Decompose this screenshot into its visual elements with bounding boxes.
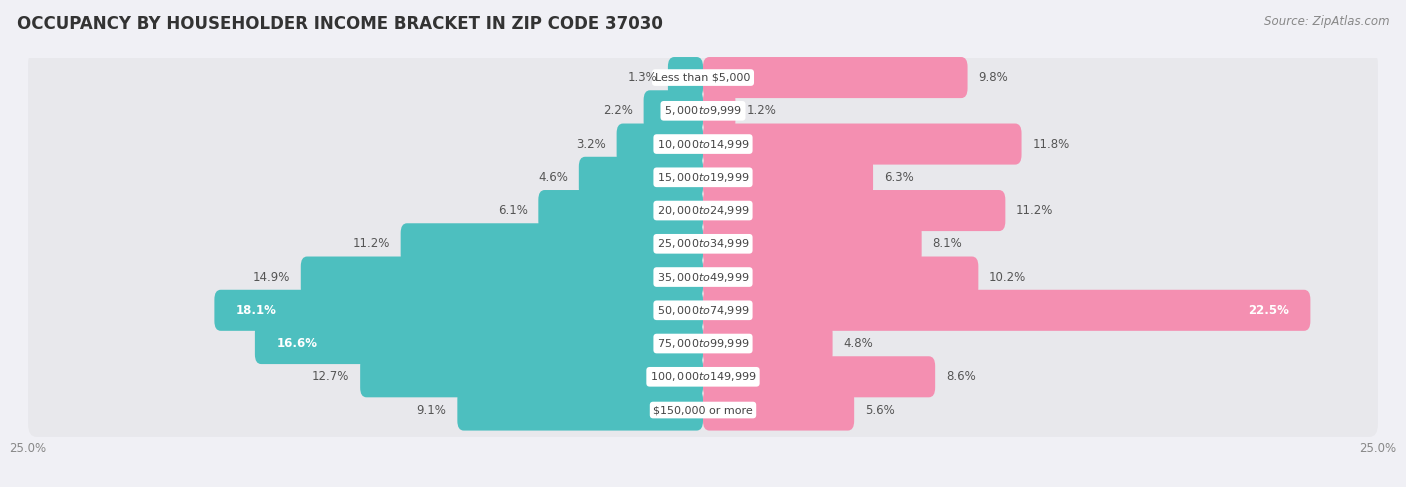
- FancyBboxPatch shape: [28, 317, 1378, 371]
- FancyBboxPatch shape: [28, 150, 1378, 204]
- FancyBboxPatch shape: [214, 290, 703, 331]
- FancyBboxPatch shape: [538, 190, 703, 231]
- FancyBboxPatch shape: [360, 356, 703, 397]
- Text: $15,000 to $19,999: $15,000 to $19,999: [657, 171, 749, 184]
- FancyBboxPatch shape: [28, 217, 1378, 271]
- Text: $25,000 to $34,999: $25,000 to $34,999: [657, 237, 749, 250]
- FancyBboxPatch shape: [703, 57, 967, 98]
- FancyBboxPatch shape: [703, 157, 873, 198]
- FancyBboxPatch shape: [703, 390, 855, 431]
- Text: 9.1%: 9.1%: [416, 404, 447, 416]
- Text: 18.1%: 18.1%: [236, 304, 277, 317]
- Text: 2.2%: 2.2%: [603, 104, 633, 117]
- Text: $50,000 to $74,999: $50,000 to $74,999: [657, 304, 749, 317]
- Text: Less than $5,000: Less than $5,000: [655, 73, 751, 83]
- Text: 9.8%: 9.8%: [979, 71, 1008, 84]
- FancyBboxPatch shape: [28, 51, 1378, 104]
- Text: 1.3%: 1.3%: [627, 71, 657, 84]
- FancyBboxPatch shape: [28, 250, 1378, 304]
- FancyBboxPatch shape: [28, 184, 1378, 237]
- FancyBboxPatch shape: [644, 90, 703, 131]
- Text: 8.1%: 8.1%: [932, 237, 962, 250]
- Text: 11.2%: 11.2%: [353, 237, 389, 250]
- Text: 6.3%: 6.3%: [884, 171, 914, 184]
- Text: $20,000 to $24,999: $20,000 to $24,999: [657, 204, 749, 217]
- FancyBboxPatch shape: [401, 223, 703, 264]
- FancyBboxPatch shape: [28, 117, 1378, 171]
- FancyBboxPatch shape: [28, 84, 1378, 138]
- FancyBboxPatch shape: [703, 290, 1310, 331]
- FancyBboxPatch shape: [703, 124, 1022, 165]
- Text: 4.8%: 4.8%: [844, 337, 873, 350]
- FancyBboxPatch shape: [28, 283, 1378, 337]
- Text: 8.6%: 8.6%: [946, 370, 976, 383]
- FancyBboxPatch shape: [703, 90, 735, 131]
- Text: 11.8%: 11.8%: [1032, 137, 1070, 150]
- Text: 22.5%: 22.5%: [1249, 304, 1289, 317]
- Text: 1.2%: 1.2%: [747, 104, 776, 117]
- Text: $100,000 to $149,999: $100,000 to $149,999: [650, 370, 756, 383]
- FancyBboxPatch shape: [703, 223, 922, 264]
- FancyBboxPatch shape: [457, 390, 703, 431]
- Text: $10,000 to $14,999: $10,000 to $14,999: [657, 137, 749, 150]
- Text: $35,000 to $49,999: $35,000 to $49,999: [657, 271, 749, 283]
- Text: 10.2%: 10.2%: [990, 271, 1026, 283]
- FancyBboxPatch shape: [254, 323, 703, 364]
- Text: $75,000 to $99,999: $75,000 to $99,999: [657, 337, 749, 350]
- Text: 12.7%: 12.7%: [312, 370, 349, 383]
- FancyBboxPatch shape: [668, 57, 703, 98]
- FancyBboxPatch shape: [703, 323, 832, 364]
- Text: 4.6%: 4.6%: [538, 171, 568, 184]
- FancyBboxPatch shape: [301, 257, 703, 298]
- FancyBboxPatch shape: [579, 157, 703, 198]
- FancyBboxPatch shape: [703, 257, 979, 298]
- Text: 5.6%: 5.6%: [865, 404, 894, 416]
- Text: 14.9%: 14.9%: [253, 271, 290, 283]
- Text: 6.1%: 6.1%: [498, 204, 527, 217]
- Text: 11.2%: 11.2%: [1017, 204, 1053, 217]
- FancyBboxPatch shape: [703, 190, 1005, 231]
- Text: 16.6%: 16.6%: [277, 337, 318, 350]
- FancyBboxPatch shape: [28, 350, 1378, 404]
- FancyBboxPatch shape: [617, 124, 703, 165]
- FancyBboxPatch shape: [28, 383, 1378, 437]
- Text: Source: ZipAtlas.com: Source: ZipAtlas.com: [1264, 15, 1389, 28]
- Text: $150,000 or more: $150,000 or more: [654, 405, 752, 415]
- Text: $5,000 to $9,999: $5,000 to $9,999: [664, 104, 742, 117]
- Text: 3.2%: 3.2%: [576, 137, 606, 150]
- FancyBboxPatch shape: [703, 356, 935, 397]
- Text: OCCUPANCY BY HOUSEHOLDER INCOME BRACKET IN ZIP CODE 37030: OCCUPANCY BY HOUSEHOLDER INCOME BRACKET …: [17, 15, 662, 33]
